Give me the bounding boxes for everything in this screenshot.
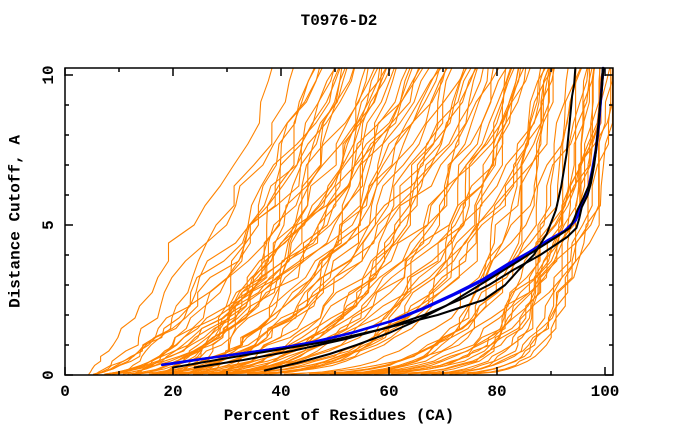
model-curve [329, 67, 550, 375]
model-curve [449, 67, 612, 375]
model-curve [431, 67, 601, 375]
model-curve [264, 67, 507, 375]
model-curve [167, 67, 478, 375]
axis-ticks [64, 68, 613, 376]
model-curve [95, 67, 355, 375]
x-axis-label: Percent of Residues (CA) [224, 407, 454, 425]
model-curve [356, 67, 614, 375]
y-tick-label: 10 [40, 65, 58, 84]
model-curve [161, 67, 315, 375]
curves-layer [88, 66, 614, 375]
x-tick-label: 0 [60, 383, 70, 401]
x-tick-label: 60 [379, 383, 398, 401]
model-curve [408, 67, 569, 375]
model-curve [222, 67, 465, 375]
model-curve [335, 67, 604, 375]
model-curve [219, 67, 447, 375]
model-curve [420, 67, 588, 375]
model-curve [420, 67, 577, 375]
model-curve [348, 67, 611, 375]
model-curve [217, 67, 453, 375]
x-tick-label: 40 [271, 383, 290, 401]
model-curve [95, 67, 323, 375]
model-curve [133, 67, 440, 375]
model-curve [472, 67, 614, 375]
model-curve [454, 67, 596, 375]
model-curve [174, 67, 346, 375]
model-curve [136, 67, 388, 375]
plot-frame [64, 67, 614, 376]
model-curve [133, 67, 335, 375]
y-axis-label: Distance Cutoff, A [7, 135, 25, 308]
x-tick-label: 100 [591, 383, 620, 401]
model-curve [363, 67, 614, 375]
x-tick-label: 20 [163, 383, 182, 401]
x-tick-label: 80 [487, 383, 506, 401]
model-curve [193, 67, 512, 375]
model-curve [228, 67, 546, 375]
model-curve [122, 67, 387, 375]
model-curve [162, 67, 527, 375]
model-curve [246, 67, 513, 375]
y-tick-label: 5 [40, 220, 58, 230]
model-curve [218, 67, 489, 375]
model-curve [180, 67, 395, 375]
model-curve [194, 67, 519, 375]
black-reference-1 [172, 67, 577, 369]
model-curve [148, 67, 448, 375]
model-curve [117, 67, 294, 375]
model-curve [149, 67, 477, 375]
model-curve [338, 67, 583, 375]
model-curve [178, 67, 525, 375]
model-curve [104, 67, 381, 375]
model-curve [249, 67, 522, 375]
model-curve [221, 67, 494, 375]
model-curve [92, 67, 356, 375]
model-curve [213, 67, 507, 375]
model-curve [88, 67, 273, 375]
model-curve [269, 67, 520, 375]
model-curve [341, 67, 605, 375]
model-curve [283, 67, 593, 375]
model-curve [159, 67, 441, 375]
chart-title: T0976-D2 [301, 12, 378, 30]
model-curve [108, 67, 442, 375]
model-curve [196, 67, 484, 375]
model-curve [392, 67, 595, 375]
model-curve [96, 67, 340, 375]
tick-labels: 0 20 40 60 80 100 0 5 10 [40, 65, 619, 401]
model-curve [181, 67, 411, 375]
model-curve [112, 67, 408, 375]
y-tick-label: 0 [40, 370, 58, 380]
